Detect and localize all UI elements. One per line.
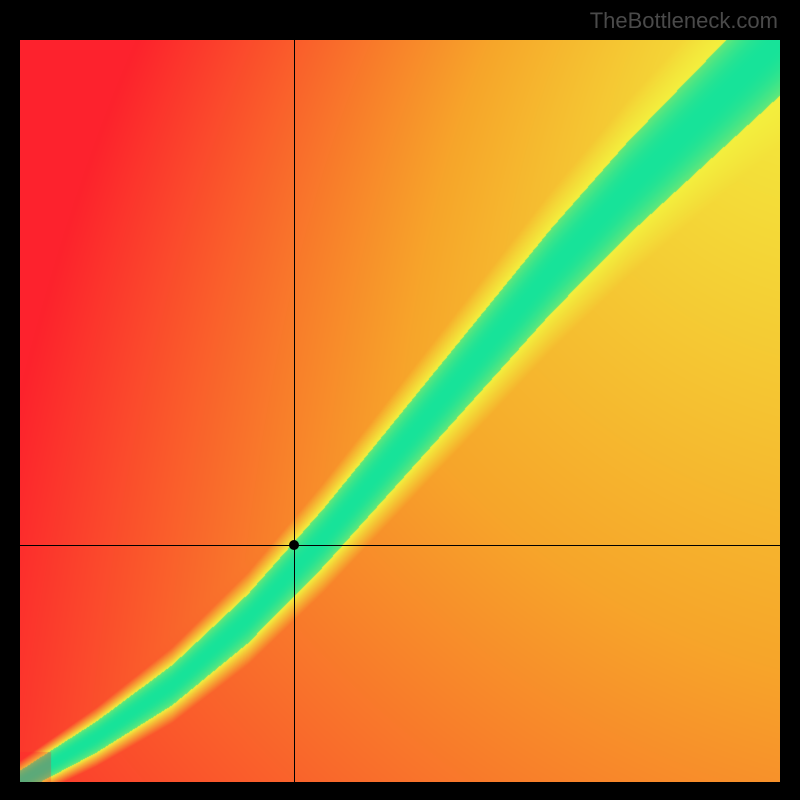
crosshair-horizontal (20, 545, 780, 546)
heatmap-canvas (20, 40, 780, 782)
crosshair-vertical (294, 40, 295, 782)
bottleneck-heatmap (20, 40, 780, 782)
crosshair-dot (289, 540, 299, 550)
watermark-text: TheBottleneck.com (590, 8, 778, 34)
